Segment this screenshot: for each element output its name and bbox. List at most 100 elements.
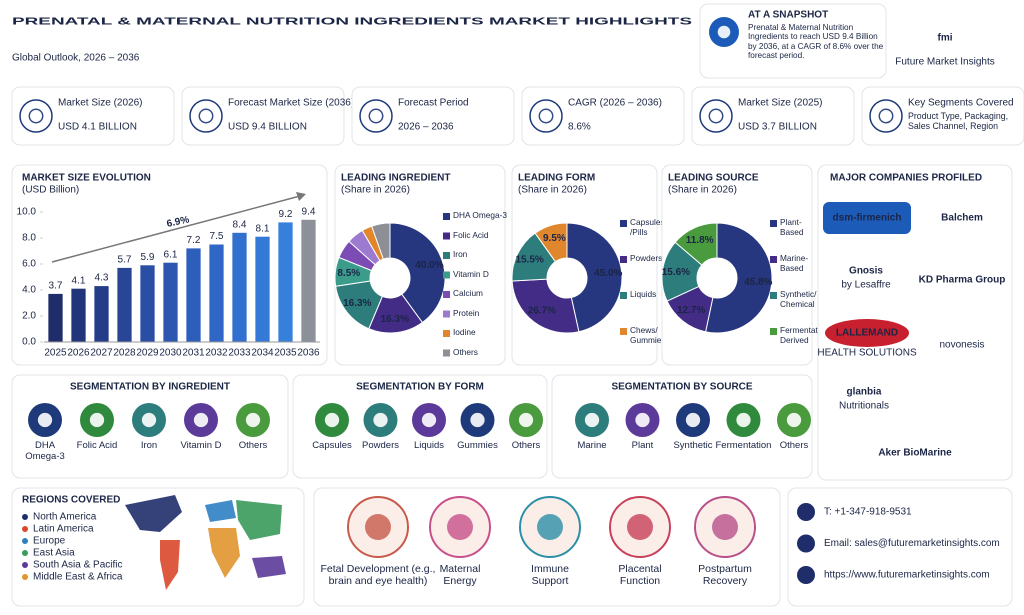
x-tick-label: 2028 bbox=[113, 348, 136, 359]
legend-label-box: Calcium bbox=[453, 289, 483, 298]
segment-label-box: Liquids bbox=[414, 441, 444, 451]
panel bbox=[691, 86, 855, 146]
contact-icon bbox=[797, 534, 815, 553]
x-tick-label: 2030 bbox=[159, 348, 182, 359]
legend-swatch bbox=[443, 213, 450, 220]
company-name: LALLEMAND bbox=[836, 328, 898, 339]
value-label: 8.4 bbox=[233, 219, 247, 230]
map-region bbox=[208, 528, 240, 578]
chart-title: LEADING FORM bbox=[518, 173, 595, 184]
segment-title: SEGMENTATION BY FORM bbox=[356, 382, 484, 393]
value-label: 4.1 bbox=[72, 275, 86, 286]
region-dot bbox=[22, 514, 28, 520]
map-region bbox=[236, 500, 282, 540]
legend-label: Capsules /Pills bbox=[630, 218, 663, 237]
legend-label: Marine- Based bbox=[780, 254, 809, 273]
value-label: 6.1 bbox=[164, 249, 178, 260]
region-dot bbox=[22, 538, 28, 544]
icon-glyph bbox=[685, 412, 701, 428]
contact-icon bbox=[797, 566, 815, 584]
donut-slice bbox=[371, 222, 391, 260]
segment-label: Plant bbox=[631, 441, 654, 451]
segment-label: Folic Acid bbox=[76, 441, 118, 451]
bar bbox=[163, 262, 178, 342]
benefit-label-box: Maternal Energy bbox=[440, 563, 481, 587]
bar bbox=[301, 219, 316, 342]
y-tick-label: 6.0 bbox=[22, 259, 36, 270]
legend-swatch bbox=[770, 328, 777, 335]
benefit-label-box: Fetal Development (e.g., brain and eye h… bbox=[321, 563, 436, 587]
segment-label: Marine bbox=[577, 441, 607, 451]
panel bbox=[861, 86, 1024, 146]
legend-label-box: Others bbox=[453, 347, 478, 357]
map-region bbox=[205, 500, 236, 522]
legend-swatch bbox=[443, 330, 450, 337]
segment-label-box: Gummies bbox=[457, 441, 498, 451]
segment-label-box: Others bbox=[239, 441, 268, 451]
bar bbox=[94, 286, 109, 342]
icon bbox=[359, 99, 393, 133]
snapshot-title: AT A SNAPSHOT bbox=[748, 10, 828, 21]
value-label: 5.9 bbox=[141, 252, 155, 263]
x-tick-label: 2032 bbox=[205, 348, 228, 359]
icon bbox=[869, 99, 903, 133]
legend-swatch bbox=[770, 220, 777, 227]
icon-glyph bbox=[245, 412, 261, 428]
stat-value: Product Type, Packaging, Sales Channel, … bbox=[908, 111, 1009, 132]
bar bbox=[278, 222, 293, 342]
icon-glyph bbox=[708, 108, 724, 124]
legend-label-box: DHA Omega-3 bbox=[453, 211, 507, 220]
company-name: novonesis bbox=[939, 340, 984, 351]
icon-glyph bbox=[89, 412, 105, 428]
value-label: 12.7% bbox=[677, 305, 705, 316]
donut-slice bbox=[674, 222, 718, 266]
icon-glyph bbox=[37, 412, 53, 428]
legend-label: Protein bbox=[453, 308, 480, 318]
benefit-label: Immune Support bbox=[531, 563, 569, 588]
chart-title: LEADING INGREDIENT bbox=[341, 173, 450, 184]
legend-label-box: Marine- Based bbox=[780, 254, 809, 273]
region-name: East Asia bbox=[33, 548, 75, 559]
icon bbox=[529, 99, 563, 133]
icon bbox=[699, 99, 733, 133]
stat-value: 2026 – 2036 bbox=[398, 122, 454, 133]
benefit-label-box: Immune Support bbox=[531, 563, 569, 588]
segment-label-box: Plant bbox=[631, 441, 654, 451]
x-tick-label: 2026 bbox=[67, 348, 90, 359]
region-name: Europe bbox=[33, 536, 66, 547]
legend-label: Others bbox=[453, 347, 478, 357]
legend-label-box: Protein bbox=[453, 308, 480, 318]
x-tick-label: 2031 bbox=[182, 348, 205, 359]
company-sub: Nutritionals bbox=[839, 401, 889, 412]
legend-label-box: Synthetic/ Chemical bbox=[780, 290, 816, 308]
segment-label-box: Iron bbox=[141, 441, 157, 451]
segment-label: Others bbox=[511, 441, 541, 451]
legend-label: Calcium bbox=[453, 289, 483, 298]
annotation: 6.9% bbox=[166, 214, 191, 230]
icon-glyph bbox=[538, 108, 554, 124]
value-label: 3.7 bbox=[49, 281, 63, 292]
icon-glyph bbox=[470, 412, 485, 428]
y-tick-label: 0.0 bbox=[22, 337, 36, 348]
y-tick-label: 2.0 bbox=[22, 311, 36, 322]
y-tick-label: 8.0 bbox=[22, 233, 36, 244]
stat-value: USD 9.4 BILLION bbox=[228, 122, 307, 133]
legend-label-box: Iodine bbox=[453, 328, 476, 337]
panel bbox=[351, 86, 515, 146]
value-label: 8.1 bbox=[256, 223, 270, 234]
legend-swatch bbox=[770, 256, 777, 263]
x-tick-label: 2027 bbox=[90, 348, 113, 359]
icon-glyph bbox=[518, 412, 534, 428]
icon-glyph bbox=[878, 108, 894, 124]
bar bbox=[71, 288, 86, 342]
value-label: 26.7% bbox=[528, 306, 556, 317]
legend-swatch bbox=[620, 292, 627, 299]
stat-value-box: Product Type, Packaging, Sales Channel, … bbox=[908, 111, 1009, 132]
value-label: 8.5% bbox=[337, 268, 360, 279]
bar bbox=[117, 267, 132, 342]
legend-label-box: Capsules /Pills bbox=[630, 218, 663, 237]
y-tick-label: 4.0 bbox=[22, 285, 36, 296]
company-name: Gnosis bbox=[849, 266, 883, 277]
company-badge bbox=[823, 202, 911, 234]
segment-label: Capsules bbox=[312, 441, 352, 451]
